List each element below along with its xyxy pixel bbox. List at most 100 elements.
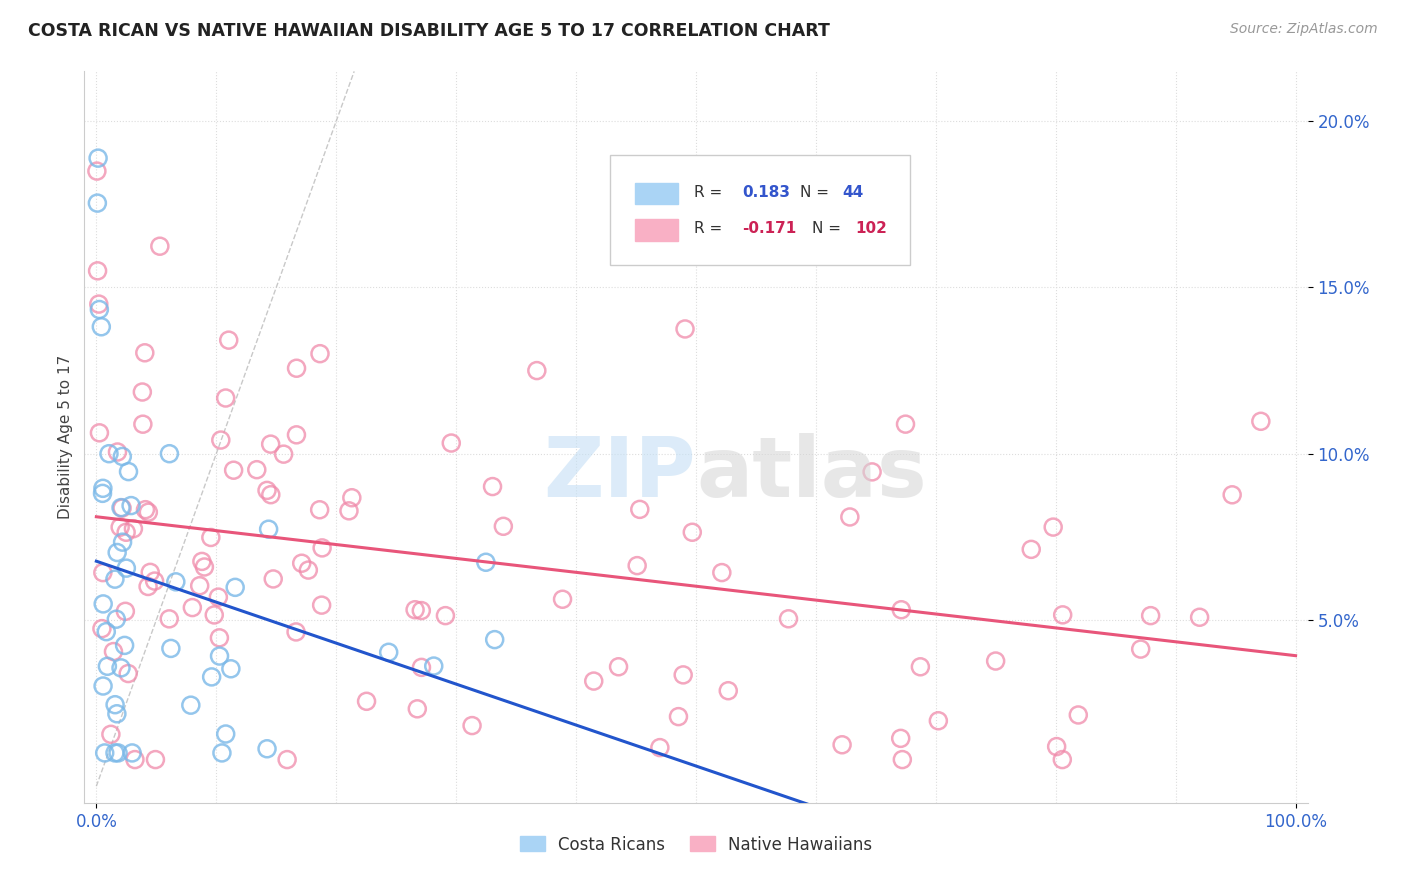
Text: -0.171: -0.171 [742, 221, 797, 236]
Point [107, 445, 129, 459]
Point [201, 670, 224, 684]
Point [103, 644, 125, 658]
Point [180, 698, 202, 713]
Point [115, 561, 138, 575]
Point [276, 753, 298, 767]
Text: ZIP: ZIP [544, 434, 696, 514]
Point [91, 622, 114, 636]
Point [114, 604, 136, 618]
Point [134, 502, 156, 516]
Point [1129, 642, 1152, 657]
Point [181, 600, 204, 615]
Point [440, 436, 463, 450]
Point [461, 718, 484, 732]
Point [89, 425, 111, 440]
Point [188, 579, 211, 593]
Point [160, 641, 183, 656]
Point [98, 447, 121, 461]
Text: 102: 102 [855, 221, 887, 236]
Point [285, 427, 308, 442]
Point [831, 738, 853, 752]
Point [91, 486, 114, 500]
Point [110, 661, 132, 675]
Point [122, 522, 145, 536]
Point [1067, 708, 1090, 723]
Point [105, 612, 128, 626]
Point [484, 632, 506, 647]
Point [117, 666, 139, 681]
Point [93, 746, 115, 760]
Point [149, 239, 172, 253]
Point [411, 603, 433, 617]
Point [838, 510, 860, 524]
Point [211, 746, 233, 760]
Point [492, 519, 515, 533]
Text: COSTA RICAN VS NATIVE HAWAIIAN DISABILITY AGE 5 TO 17 CORRELATION CHART: COSTA RICAN VS NATIVE HAWAIIAN DISABILIT… [28, 22, 830, 40]
Point [108, 520, 131, 534]
Point [710, 566, 733, 580]
Text: atlas: atlas [696, 434, 927, 514]
Point [273, 447, 295, 461]
Point [377, 645, 399, 659]
Point [215, 391, 238, 405]
Text: 0.183: 0.183 [742, 185, 790, 200]
Point [260, 437, 283, 451]
Point [115, 525, 138, 540]
Legend: Costa Ricans, Native Hawaiians: Costa Ricans, Native Hawaiians [513, 829, 879, 860]
Point [96, 659, 118, 673]
Point [138, 505, 160, 519]
Point [1139, 608, 1161, 623]
Point [356, 694, 378, 708]
Point [105, 545, 128, 559]
Text: R =: R = [693, 221, 727, 236]
Point [434, 608, 457, 623]
Point [111, 535, 134, 549]
Point [891, 753, 914, 767]
Point [672, 668, 695, 682]
Point [104, 698, 127, 712]
Point [200, 531, 222, 545]
Point [165, 574, 187, 589]
Point [860, 465, 883, 479]
Text: 44: 44 [842, 185, 865, 200]
Point [100, 727, 122, 741]
Point [1046, 739, 1069, 754]
Point [117, 465, 139, 479]
Point [1052, 607, 1074, 622]
Point [157, 612, 180, 626]
Point [86, 264, 108, 278]
Point [257, 522, 280, 536]
Point [406, 702, 429, 716]
Point [778, 612, 800, 626]
Point [91, 597, 114, 611]
Point [256, 483, 278, 498]
Point [285, 624, 308, 639]
Point [87, 151, 110, 165]
Point [139, 566, 162, 580]
Point [423, 659, 446, 673]
Point [90, 319, 112, 334]
Point [668, 709, 690, 723]
Point [308, 502, 330, 516]
Point [96, 624, 118, 639]
Text: N =: N = [813, 221, 846, 236]
Point [91, 481, 114, 495]
Point [717, 683, 740, 698]
Point [262, 572, 284, 586]
FancyBboxPatch shape [636, 183, 678, 204]
Point [260, 488, 283, 502]
Point [107, 746, 129, 760]
Point [648, 740, 671, 755]
Point [551, 592, 574, 607]
Point [582, 674, 605, 689]
Point [984, 654, 1007, 668]
Text: N =: N = [800, 185, 834, 200]
Point [208, 631, 231, 645]
Point [136, 579, 159, 593]
Point [131, 384, 153, 399]
Point [1220, 488, 1243, 502]
Point [309, 347, 332, 361]
Point [681, 525, 703, 540]
Point [337, 504, 360, 518]
Point [193, 560, 215, 574]
